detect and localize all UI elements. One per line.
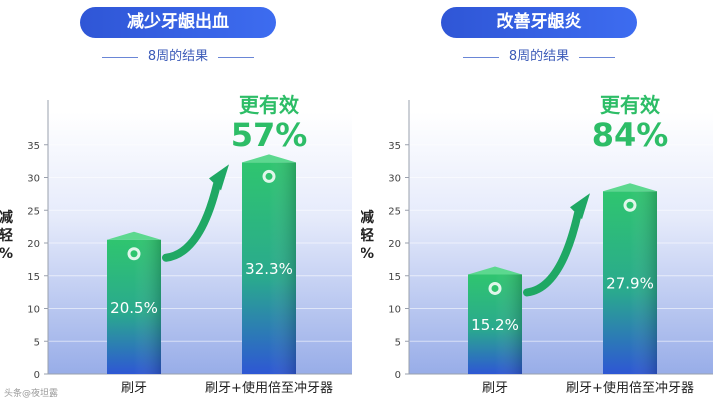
bar-chart-bleeding: 0 5 10 15 20 25 30 35 减轻% 20.5% 刷牙 32.3% 刷牙+使用倍至冲牙器 更… <box>0 93 352 396</box>
bar-value-label: 15.2% <box>471 316 519 334</box>
y-tick-label: 20 <box>27 239 40 250</box>
y-tick-label: 25 <box>388 206 401 217</box>
y-tick-label: 30 <box>27 174 40 185</box>
subtitle-divider-left <box>102 57 138 58</box>
subtitle-divider-right <box>218 57 254 58</box>
bar-marker-dot <box>265 172 273 180</box>
bar-cap <box>107 231 161 240</box>
y-axis-label-char: % <box>361 246 374 262</box>
y-tick-label: 15 <box>388 272 401 283</box>
y-axis-label-char: % <box>0 246 13 262</box>
chart-panel-bleeding: 减少牙龈出血 8周的结果 0 5 10 15 20 25 30 35 减轻% 20.5% 刷牙 32.… <box>0 0 360 404</box>
subtitle-divider-right <box>579 57 615 58</box>
category-label: 刷牙 <box>482 381 508 396</box>
bar-marker-dot <box>626 201 634 209</box>
bar-shade <box>630 191 657 374</box>
bar-cap <box>242 154 296 163</box>
bar-shade <box>134 239 161 374</box>
highlight-label: 更有效 <box>600 93 660 117</box>
improvement-arrow-head <box>209 164 229 191</box>
bar-marker-dot <box>130 250 138 258</box>
category-label: 刷牙+使用倍至冲牙器 <box>566 380 694 396</box>
highlight-value: 84% <box>592 116 669 154</box>
y-tick-label: 5 <box>395 337 401 348</box>
chart-title: 减少牙龈出血 <box>80 7 276 38</box>
y-tick-label: 35 <box>27 141 40 152</box>
category-label: 刷牙+使用倍至冲牙器 <box>205 380 333 396</box>
bar-cap <box>468 266 522 275</box>
chart-title: 改善牙龈炎 <box>441 7 637 38</box>
category-label: 刷牙 <box>121 381 147 396</box>
y-tick-label: 30 <box>388 174 401 185</box>
y-axis-label-char: 减 <box>361 209 374 226</box>
y-axis-label-char: 减 <box>0 209 13 226</box>
highlight-value: 57% <box>231 116 308 154</box>
y-tick-label: 10 <box>27 305 40 316</box>
y-tick-label: 0 <box>34 370 40 381</box>
y-tick-label: 5 <box>34 337 40 348</box>
bar-marker-dot <box>491 284 499 292</box>
y-tick-label: 15 <box>27 272 40 283</box>
improvement-arrow-head <box>570 193 590 220</box>
subtitle-divider-left <box>463 57 499 58</box>
highlight-label: 更有效 <box>239 93 299 117</box>
y-tick-label: 10 <box>388 305 401 316</box>
bar-chart-gingivitis: 0 5 10 15 20 25 30 35 减轻% 15.2% 刷牙 27.9% 刷牙+使用倍至冲牙器 更… <box>361 93 713 396</box>
bar-cap <box>603 183 657 192</box>
improvement-arrow <box>162 180 221 262</box>
y-tick-label: 25 <box>27 206 40 217</box>
y-tick-label: 0 <box>395 370 401 381</box>
bar-value-label: 20.5% <box>110 299 158 317</box>
bar-shade <box>269 162 296 374</box>
bar-value-label: 27.9% <box>606 275 654 293</box>
y-tick-label: 20 <box>388 239 401 250</box>
y-axis-label-char: 轻 <box>0 227 13 244</box>
y-tick-label: 35 <box>388 141 401 152</box>
chart-subtitle: 8周的结果 <box>147 49 209 64</box>
improvement-arrow <box>523 209 582 297</box>
chart-subtitle: 8周的结果 <box>508 49 570 64</box>
chart-panel-gingivitis: 改善牙龈炎 8周的结果 0 5 10 15 20 25 30 35 减轻% 15.2% 刷牙 27.9… <box>361 0 721 404</box>
y-axis-label-char: 轻 <box>361 227 374 244</box>
bar-value-label: 32.3% <box>245 260 293 278</box>
watermark-text: 头条@夜坦露 <box>4 389 59 399</box>
